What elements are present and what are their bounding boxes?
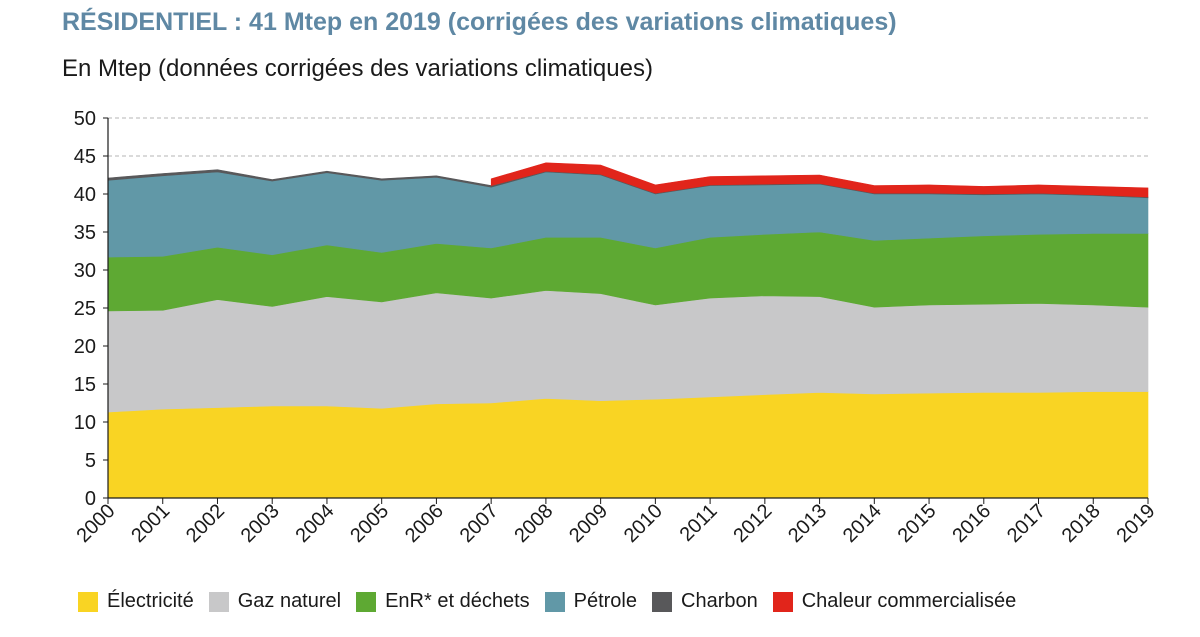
y-tick-label: 40 bbox=[74, 184, 96, 206]
area-series bbox=[107, 162, 1149, 499]
x-tick-label: 2016 bbox=[948, 500, 995, 547]
x-tick-label: 2009 bbox=[565, 500, 612, 547]
y-tick-label: 25 bbox=[74, 298, 96, 320]
legend-item: EnR* et déchets bbox=[356, 590, 530, 613]
x-tick-label: 2018 bbox=[1058, 500, 1105, 547]
legend-label: Gaz naturel bbox=[237, 590, 342, 612]
y-tick-label: 5 bbox=[85, 450, 96, 472]
y-tick-label: 30 bbox=[74, 260, 96, 282]
x-tick-label: 2001 bbox=[127, 500, 174, 547]
legend: Électricité Gaz naturel EnR* et déchets Pét… bbox=[78, 590, 1031, 613]
axes: 0 5 10 15 20 25 30 35 40 45 50 2000 2001 2002 2003 2004… bbox=[73, 108, 1160, 547]
legend-item: Charbon bbox=[652, 590, 758, 613]
legend-item: Électricité bbox=[78, 590, 194, 613]
x-tick-label: 2015 bbox=[894, 500, 941, 547]
y-tick-label: 10 bbox=[74, 412, 96, 434]
chart-title: RÉSIDENTIEL : 41 Mtep en 2019 (corrigées… bbox=[62, 8, 897, 36]
x-tick-label: 2005 bbox=[346, 500, 393, 547]
area-electricite bbox=[107, 391, 1149, 499]
y-tick-label: 20 bbox=[74, 336, 96, 358]
legend-item: Gaz naturel bbox=[208, 590, 342, 613]
x-tick-label: 2003 bbox=[237, 500, 284, 547]
legend-swatch bbox=[544, 591, 565, 612]
legend-label: Charbon bbox=[681, 590, 758, 612]
x-tick-label: 2012 bbox=[729, 500, 776, 547]
y-tick-label: 15 bbox=[74, 374, 96, 396]
legend-label: Électricité bbox=[107, 590, 194, 612]
legend-swatch bbox=[356, 591, 377, 612]
legend-label: Pétrole bbox=[573, 590, 637, 612]
legend-swatch bbox=[772, 591, 793, 612]
x-tick-label: 2017 bbox=[1003, 500, 1050, 547]
y-tick-label: 45 bbox=[74, 146, 96, 168]
x-tick-label: 2010 bbox=[620, 500, 667, 547]
x-tick-label: 2014 bbox=[839, 500, 886, 547]
x-tick-label: 2008 bbox=[510, 500, 557, 547]
legend-item: Chaleur commercialisée bbox=[772, 590, 1017, 613]
x-tick-label: 2000 bbox=[73, 500, 120, 547]
legend-label: Chaleur commercialisée bbox=[801, 590, 1017, 612]
legend-label: EnR* et déchets bbox=[385, 590, 530, 612]
chart-subtitle: En Mtep (données corrigées des variation… bbox=[62, 55, 653, 82]
area-chaleur-commercialisee bbox=[490, 162, 1149, 198]
y-tick-label: 0 bbox=[85, 488, 96, 510]
x-tick-label: 2011 bbox=[676, 500, 722, 546]
x-tick-label: 2013 bbox=[784, 500, 831, 547]
x-tick-label: 2004 bbox=[291, 500, 338, 547]
y-tick-label: 35 bbox=[74, 222, 96, 244]
x-tick-label: 2006 bbox=[401, 500, 448, 547]
x-tick-label: 2007 bbox=[456, 500, 503, 547]
legend-item: Pétrole bbox=[544, 590, 637, 613]
y-tick-label: 50 bbox=[74, 108, 96, 130]
legend-swatch bbox=[78, 591, 98, 612]
x-tick-label: 2002 bbox=[182, 500, 229, 547]
legend-swatch bbox=[208, 591, 229, 612]
legend-swatch bbox=[652, 591, 672, 612]
x-tick-label: 2019 bbox=[1113, 500, 1160, 547]
